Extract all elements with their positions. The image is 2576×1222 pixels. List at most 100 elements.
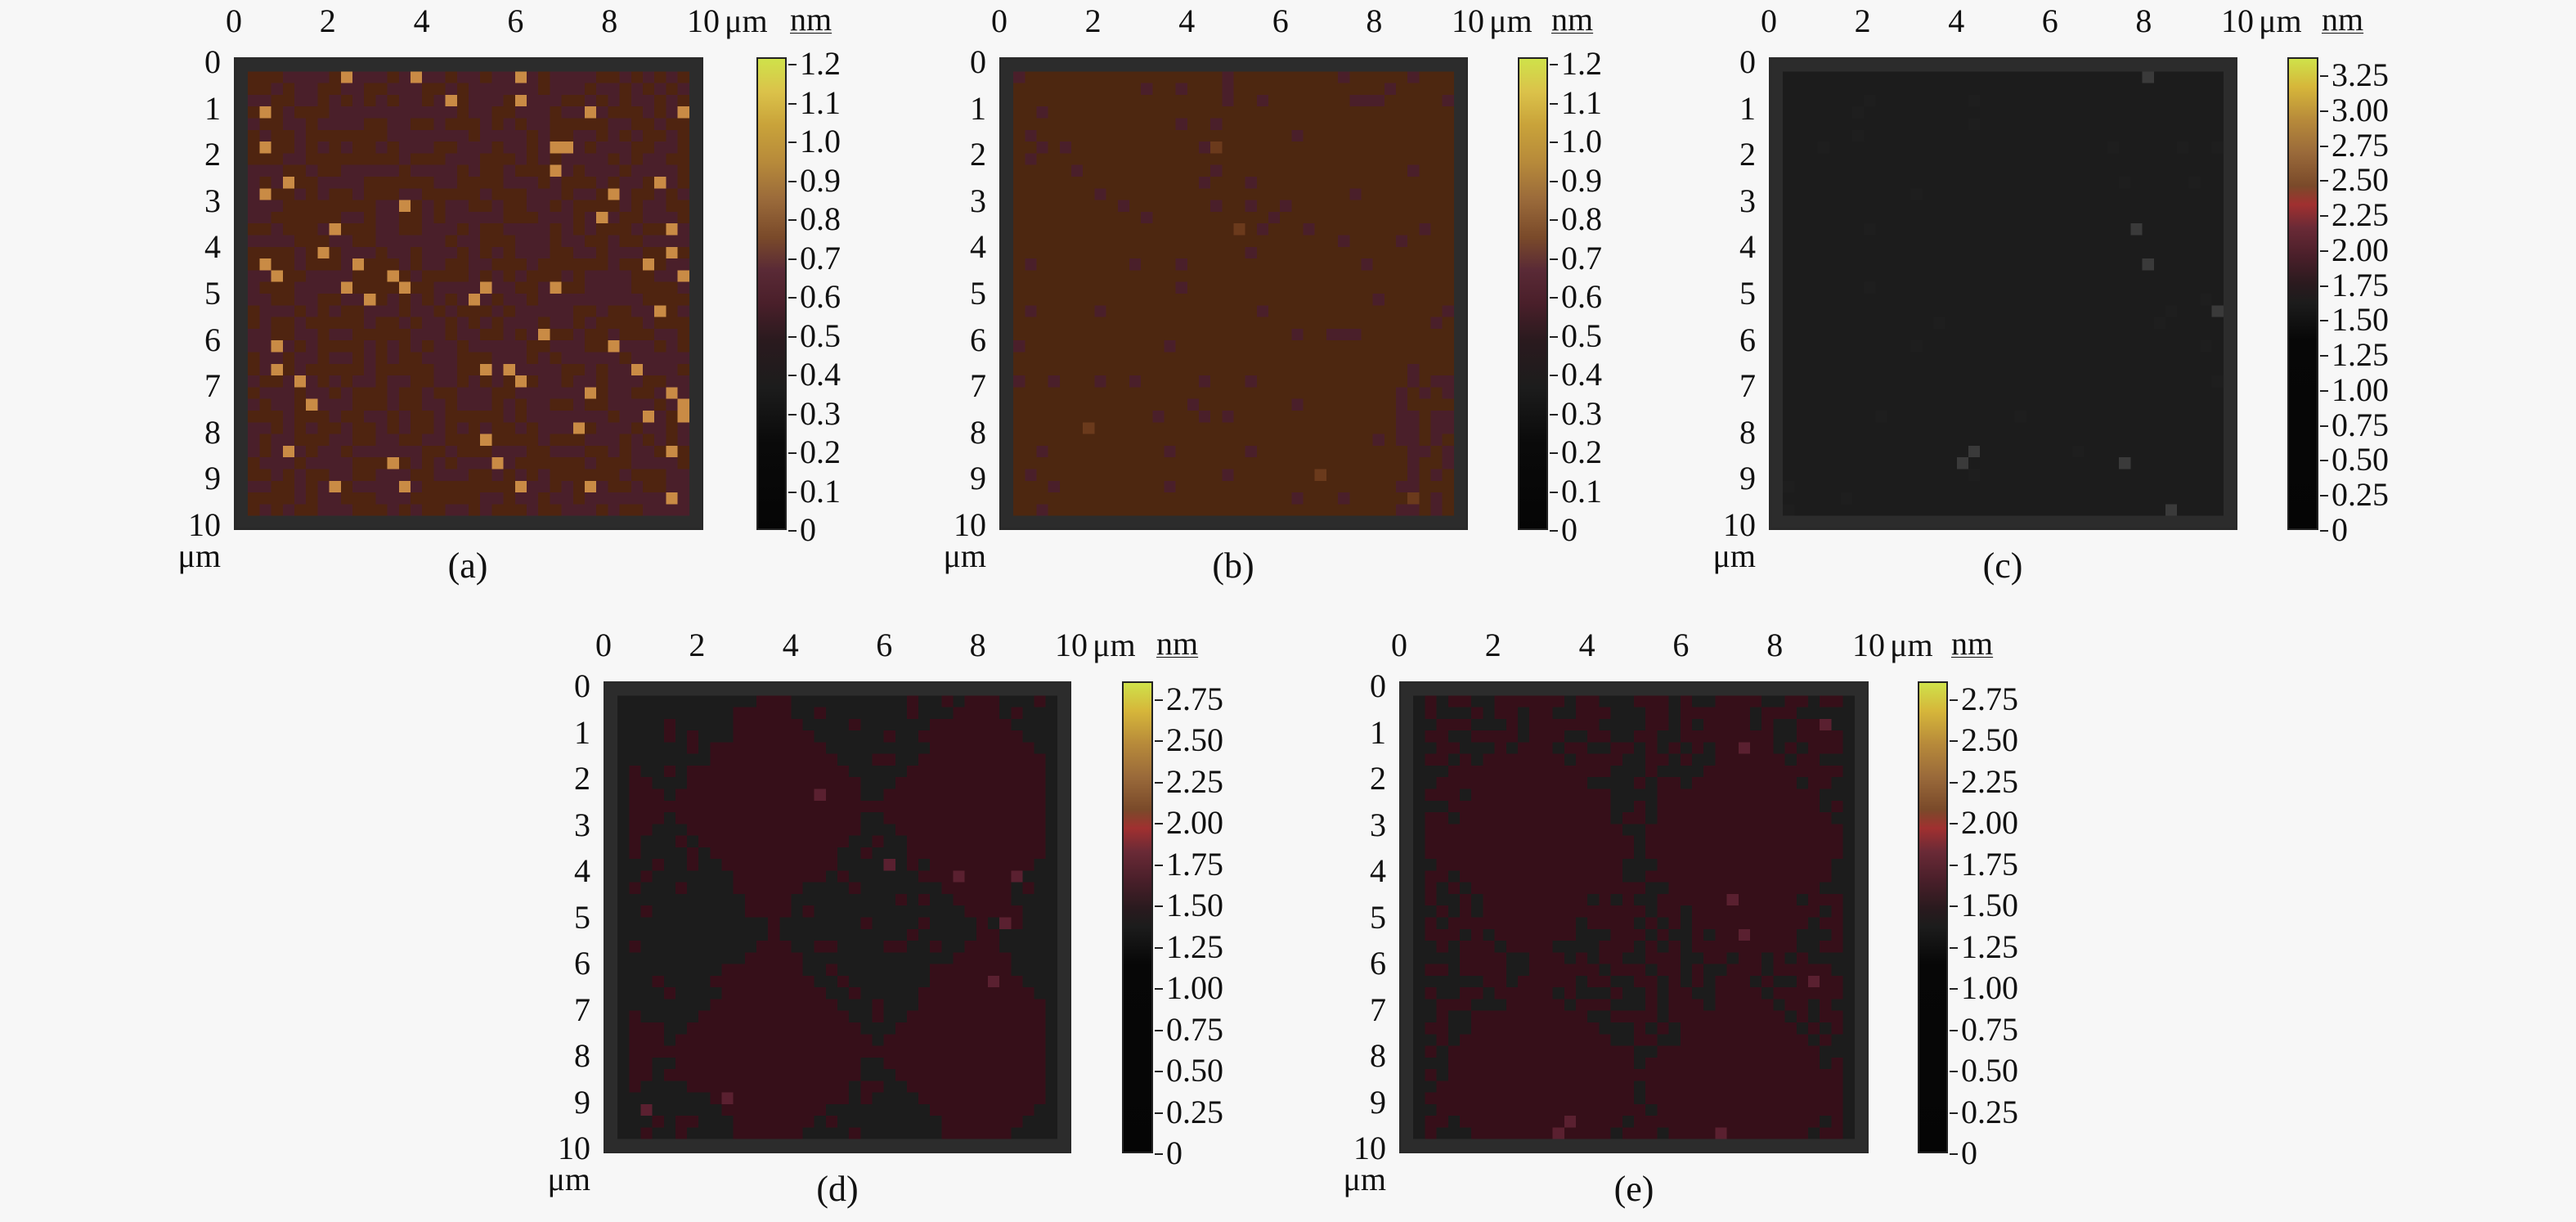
colorbar-tick-label: 1.25 [1155, 928, 1223, 965]
colorbar-tick-label: 0.50 [2320, 441, 2389, 478]
colorbar-tick-label: 2.50 [2320, 161, 2389, 199]
y-tick-label: 10 [954, 506, 986, 543]
y-tick-label: 9 [1739, 460, 1756, 497]
y-tick-label: 6 [1739, 321, 1756, 358]
x-tick-label: 4 [1178, 2, 1196, 39]
colorbar [2287, 57, 2318, 530]
y-tick-label: 1 [204, 89, 221, 127]
colorbar-tick-label: 1.75 [2320, 266, 2389, 303]
y-tick-label: 0 [574, 667, 590, 704]
y-tick-label: 5 [970, 275, 986, 312]
colorbar [1518, 57, 1548, 530]
colorbar-tick-label: 2.25 [1155, 762, 1223, 800]
height-map-canvas [236, 60, 701, 528]
colorbar-tick-label: 0 [1950, 1134, 1977, 1171]
afm-height-map [604, 681, 1071, 1153]
y-tick-label: 4 [1739, 228, 1756, 266]
y-tick-label: 5 [574, 898, 590, 936]
y-tick-label: 4 [970, 228, 986, 266]
x-tick-label: 2 [319, 2, 336, 39]
y-tick-label: 1 [1370, 713, 1386, 751]
x-tick-label: 10 [687, 2, 720, 39]
height-map-canvas [1002, 60, 1465, 528]
x-tick-label: 10 [2221, 2, 2254, 39]
panel-caption: (c) [1982, 546, 2023, 586]
colorbar-tick-label: 0.2 [788, 434, 841, 470]
colorbar-tick-label: 3.00 [2320, 91, 2389, 128]
y-axis-unit: μm [177, 537, 221, 574]
y-tick-label: 9 [574, 1083, 590, 1121]
x-tick-label: 8 [601, 2, 618, 39]
afm-height-map [234, 57, 703, 530]
x-axis-unit: μm [725, 2, 768, 39]
y-tick-label: 6 [204, 321, 221, 358]
y-tick-label: 8 [1370, 1037, 1386, 1074]
colorbar-tick-label: 0.1 [788, 472, 841, 510]
x-tick-label: 0 [1761, 2, 1777, 39]
x-tick-label: 0 [595, 627, 612, 663]
x-tick-label: 4 [1948, 2, 1965, 39]
colorbar-tick-label: 0.25 [1155, 1093, 1223, 1130]
colorbar-tick-label: 1.00 [1950, 969, 2018, 1007]
height-map-canvas [606, 684, 1069, 1151]
x-tick-label: 6 [876, 627, 893, 663]
x-axis-unit: μm [1093, 627, 1136, 663]
y-tick-label: 6 [970, 321, 986, 358]
colorbar-tick-label: 2.00 [1155, 804, 1223, 842]
colorbar-tick-label: 2.50 [1950, 721, 2018, 759]
x-tick-label: 10 [1055, 627, 1088, 663]
y-axis-unit: μm [1343, 1161, 1386, 1197]
height-map-canvas [1402, 684, 1866, 1151]
y-tick-label: 3 [204, 182, 221, 219]
y-tick-label: 2 [204, 136, 221, 173]
colorbar-tick-label: 0.4 [788, 356, 841, 393]
afm-height-map [999, 57, 1468, 530]
y-tick-label: 10 [558, 1130, 590, 1166]
colorbar-tick-label: 0 [2320, 511, 2348, 548]
colorbar-tick-label: 0.1 [1550, 472, 1602, 510]
height-map-canvas [1771, 60, 2235, 528]
colorbar-unit-label: nm [1551, 1, 1594, 38]
y-tick-label: 0 [1370, 667, 1386, 704]
colorbar-tick-label: 0.50 [1950, 1052, 2018, 1089]
y-tick-label: 3 [1739, 182, 1756, 219]
colorbar [1918, 681, 1948, 1153]
colorbar-unit-label: nm [2322, 1, 2364, 38]
x-tick-label: 6 [507, 2, 524, 39]
x-tick-label: 6 [1672, 627, 1690, 663]
x-tick-label: 0 [226, 2, 242, 39]
x-tick-label: 0 [991, 2, 1008, 39]
panel-caption: (d) [816, 1169, 859, 1209]
colorbar-tick-label: 2.50 [1155, 721, 1223, 759]
x-tick-label: 2 [1084, 2, 1102, 39]
colorbar-tick-label: 1.50 [1155, 887, 1223, 924]
y-tick-label: 5 [1370, 898, 1386, 936]
colorbar-tick-label: 1.0 [788, 123, 841, 159]
y-tick-label: 4 [1370, 852, 1386, 889]
y-tick-label: 2 [970, 136, 986, 173]
y-tick-label: 7 [1370, 991, 1386, 1028]
colorbar-tick-label: 0.8 [1550, 200, 1602, 237]
y-tick-label: 0 [1739, 43, 1756, 80]
y-axis-unit: μm [943, 537, 986, 574]
y-tick-label: 1 [1739, 89, 1756, 127]
y-tick-label: 1 [970, 89, 986, 127]
colorbar-tick-label: 2.75 [2320, 126, 2389, 164]
y-tick-label: 0 [204, 43, 221, 80]
colorbar-tick-label: 0.4 [1550, 356, 1602, 393]
x-tick-label: 8 [1366, 2, 1383, 39]
y-tick-label: 8 [574, 1037, 590, 1074]
colorbar-tick-label: 1.2 [1550, 45, 1602, 82]
y-tick-label: 5 [204, 275, 221, 312]
colorbar-tick-label: 1.25 [2320, 336, 2389, 374]
y-tick-label: 3 [574, 806, 590, 843]
colorbar [1122, 681, 1153, 1153]
colorbar-tick-label: 0.5 [788, 317, 841, 354]
colorbar-tick-label: 1.00 [2320, 371, 2389, 408]
afm-height-map [1399, 681, 1869, 1153]
colorbar [756, 57, 787, 530]
y-tick-label: 4 [204, 228, 221, 266]
x-axis-unit: μm [1890, 627, 1933, 663]
x-tick-label: 0 [1391, 627, 1407, 663]
x-tick-label: 6 [2041, 2, 2058, 39]
